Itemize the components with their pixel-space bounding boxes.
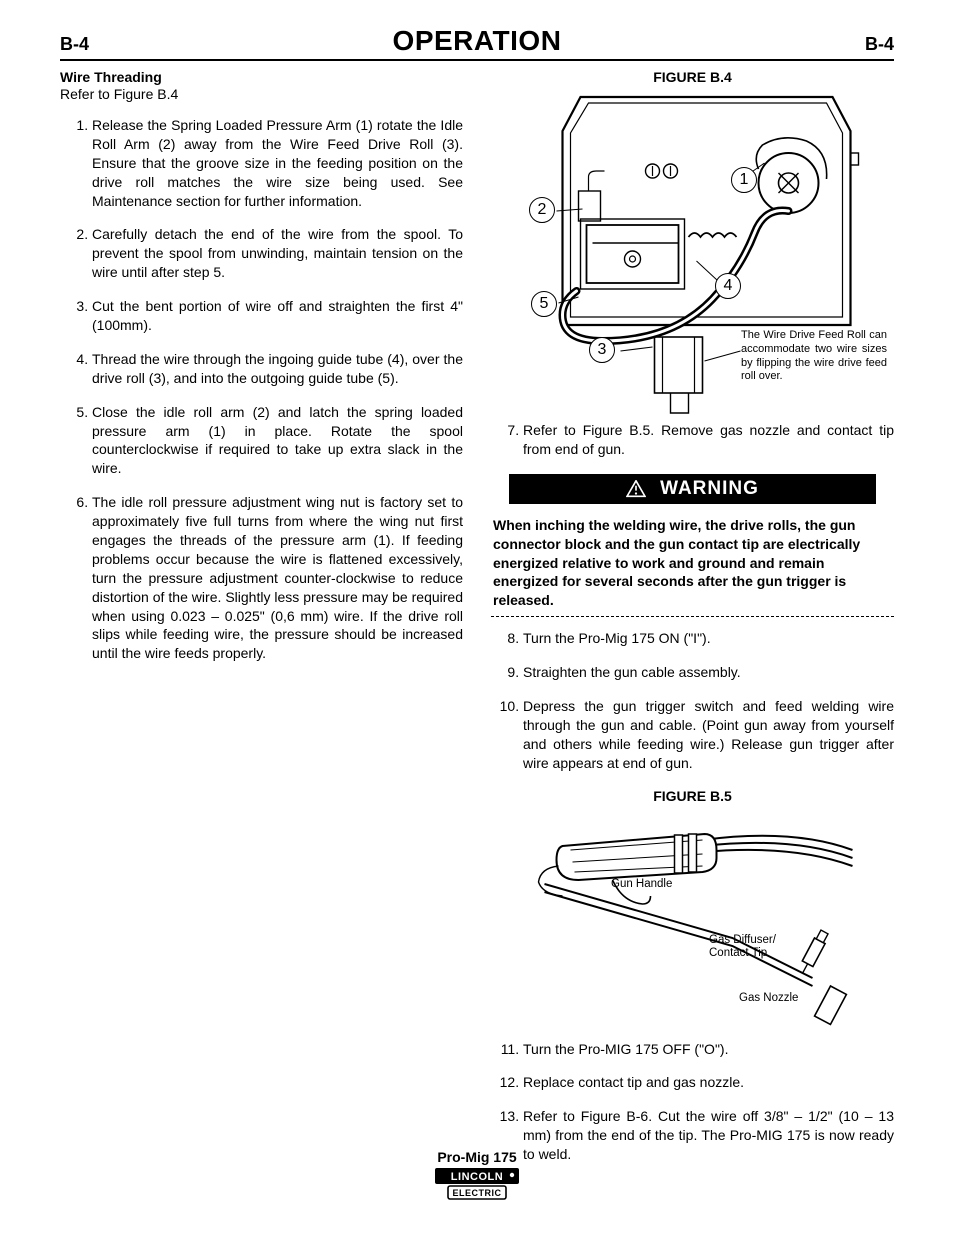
- callout-5: 5: [531, 291, 557, 317]
- page-title: OPERATION: [393, 25, 562, 57]
- warning-body: When inching the welding wire, the drive…: [493, 516, 892, 610]
- figure-b4: 1 2 3 4 5 The Wire Drive Feed Roll can a…: [491, 91, 894, 421]
- step-7-list: Refer to Figure B.5. Remove gas nozzle a…: [491, 421, 894, 459]
- callout-2: 2: [529, 197, 555, 223]
- figure-b5-caption: FIGURE B.5: [491, 788, 894, 804]
- step-7: Refer to Figure B.5. Remove gas nozzle a…: [523, 421, 894, 459]
- step-9: Straighten the gun cable assembly.: [523, 663, 894, 682]
- step-6: The idle roll pressure adjustment wing n…: [92, 493, 463, 663]
- step-13: Refer to Figure B-6. Cut the wire off 3/…: [523, 1107, 894, 1164]
- lincoln-electric-logo: LINCOLN ELECTRIC: [434, 1167, 520, 1201]
- step-8: Turn the Pro-Mig 175 ON ("I").: [523, 629, 894, 648]
- steps-8-10: Turn the Pro-Mig 175 ON ("I"). Straighte…: [491, 629, 894, 772]
- warning-label: WARNING: [660, 478, 759, 500]
- step-1: Release the Spring Loaded Pressure Arm (…: [92, 116, 463, 210]
- warning-icon: [626, 480, 646, 498]
- left-column: Wire Threading Refer to Figure B.4 Relea…: [60, 69, 463, 1179]
- figure-b5-svg: [491, 810, 894, 1030]
- callout-1: 1: [731, 167, 757, 193]
- page-header: B-4 OPERATION B-4: [60, 25, 894, 61]
- dashed-separator: [491, 616, 894, 617]
- label-gun-handle: Gun Handle: [611, 878, 672, 892]
- label-diffuser: Gas Diffuser/ Contact Tip: [709, 934, 776, 962]
- callout-3: 3: [589, 337, 615, 363]
- page-code-left: B-4: [60, 34, 89, 55]
- callout-4: 4: [715, 273, 741, 299]
- step-5: Close the idle roll arm (2) and latch th…: [92, 403, 463, 479]
- right-column: FIGURE B.4: [491, 69, 894, 1179]
- step-12: Replace contact tip and gas nozzle.: [523, 1073, 894, 1092]
- figure-b4-caption: FIGURE B.4: [491, 69, 894, 85]
- steps-1-6: Release the Spring Loaded Pressure Arm (…: [60, 116, 463, 663]
- warning-bar: WARNING: [509, 474, 876, 504]
- page: B-4 OPERATION B-4 Wire Threading Refer t…: [0, 0, 954, 1221]
- refer-line: Refer to Figure B.4: [60, 86, 463, 102]
- label-gas-nozzle: Gas Nozzle: [739, 992, 798, 1006]
- logo-top-text: LINCOLN: [451, 1171, 503, 1183]
- figure-b4-note: The Wire Drive Feed Roll can accommodate…: [741, 329, 887, 384]
- figure-b5: Gun Handle Gas Diffuser/ Contact Tip Gas…: [491, 810, 894, 1030]
- step-2: Carefully detach the end of the wire fro…: [92, 225, 463, 282]
- columns: Wire Threading Refer to Figure B.4 Relea…: [60, 69, 894, 1179]
- page-code-right: B-4: [865, 34, 894, 55]
- step-4: Thread the wire through the ingoing guid…: [92, 350, 463, 388]
- wire-threading-heading: Wire Threading: [60, 69, 463, 85]
- step-3: Cut the bent portion of wire off and str…: [92, 297, 463, 335]
- logo-bottom-text: ELECTRIC: [453, 1188, 502, 1198]
- step-10: Depress the gun trigger switch and feed …: [523, 697, 894, 773]
- steps-11-13: Turn the Pro-MIG 175 OFF ("O"). Replace …: [491, 1040, 894, 1164]
- step-11: Turn the Pro-MIG 175 OFF ("O").: [523, 1040, 894, 1059]
